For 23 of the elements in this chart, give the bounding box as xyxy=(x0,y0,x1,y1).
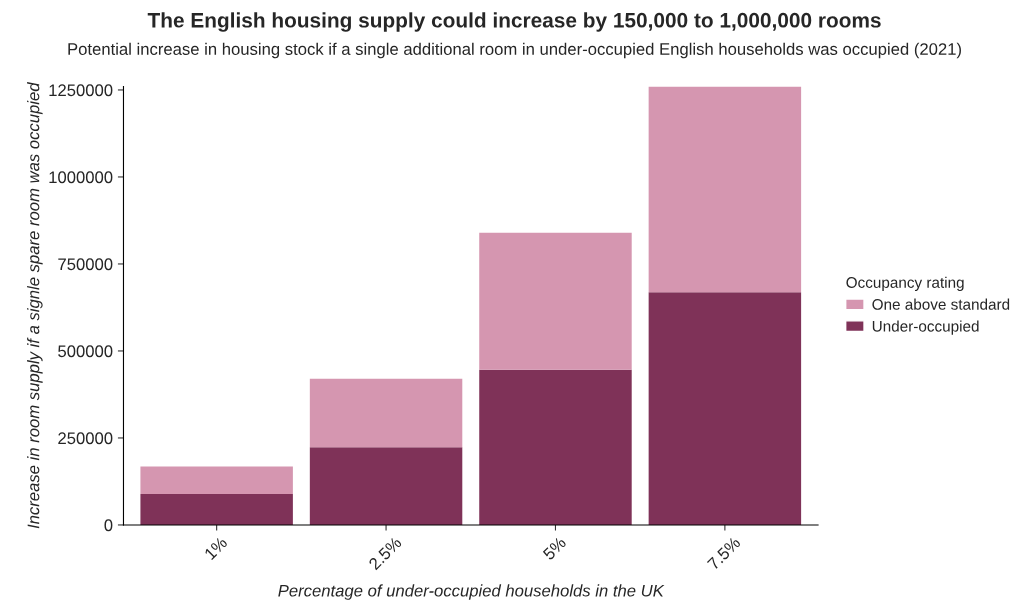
legend-title: Occupancy rating xyxy=(846,276,964,291)
bar xyxy=(479,232,632,370)
y-tick-label: 500000 xyxy=(58,345,113,358)
bar xyxy=(140,466,293,494)
bar xyxy=(140,493,293,525)
bar xyxy=(479,369,632,525)
chart-subtitle: Potential increase in housing stock if a single additional room in under-occupied English households was occupied (2021) xyxy=(68,42,961,59)
y-tick-label: 750000 xyxy=(58,258,113,271)
bar xyxy=(648,292,802,525)
legend-label: Under-occupied xyxy=(872,320,979,335)
bar xyxy=(648,86,802,293)
x-tick-label: 5% xyxy=(542,536,567,561)
y-tick-label: 1250000 xyxy=(49,84,113,97)
y-axis-title: Increase in room supply if a signle spare room was occupied xyxy=(27,82,43,529)
bar xyxy=(309,378,463,448)
y-tick-label: 1000000 xyxy=(49,171,113,184)
chart-title: The English housing supply could increase by 150,000 to 1,000,000 rooms xyxy=(147,12,881,32)
legend-label: One above standard xyxy=(872,298,1010,310)
y-tick-label: 0 xyxy=(104,519,113,532)
bar xyxy=(309,447,463,525)
y-tick-label: 250000 xyxy=(58,432,113,445)
x-tick-label: 1% xyxy=(203,536,228,561)
x-axis-title: Percentage of under-occupied households in the UK xyxy=(278,584,665,600)
